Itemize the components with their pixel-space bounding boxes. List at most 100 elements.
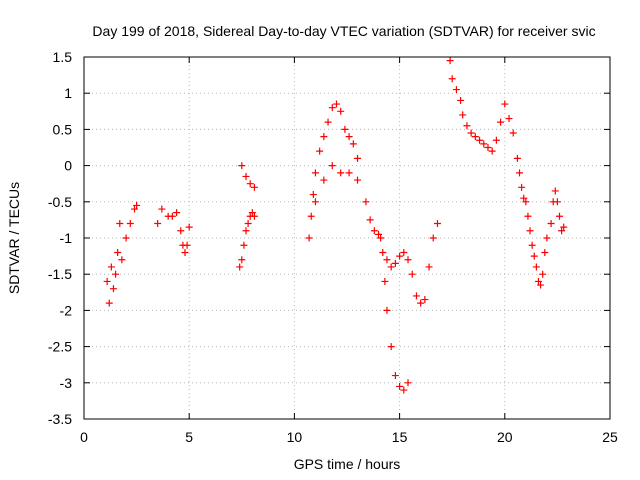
data-point [118, 256, 126, 264]
data-point [543, 234, 551, 242]
data-point [185, 223, 193, 231]
data-point [103, 277, 111, 285]
x-tick-labels: 0 5 10 15 20 25 [80, 429, 618, 445]
data-point [250, 212, 258, 220]
data-point [400, 248, 408, 256]
data-point [173, 209, 181, 217]
data-point [404, 379, 412, 387]
data-point [236, 263, 244, 271]
x-tick-label: 20 [497, 429, 513, 445]
data-point [553, 198, 561, 206]
data-point [311, 169, 319, 177]
data-point [238, 162, 246, 170]
data-point [505, 115, 513, 123]
data-point [383, 256, 391, 264]
data-point [248, 209, 256, 217]
data-point [530, 252, 538, 260]
data-point [320, 133, 328, 141]
data-point [332, 100, 340, 108]
data-point [467, 129, 475, 137]
y-tick-label: 1 [64, 85, 72, 101]
data-point [421, 296, 429, 304]
data-point [324, 118, 332, 126]
y-tick-label: 0.5 [53, 121, 73, 137]
data-point [484, 144, 492, 151]
data-point [509, 129, 517, 137]
data-point [130, 205, 138, 213]
data-point [446, 57, 454, 65]
data-point [183, 241, 191, 249]
data-point [396, 252, 404, 260]
data-point [366, 216, 374, 224]
data-point [537, 281, 545, 289]
data-point [551, 187, 559, 195]
data-point [114, 248, 122, 256]
data-point [244, 220, 252, 228]
data-point [133, 201, 141, 209]
data-point [362, 198, 370, 206]
x-tick-label: 0 [80, 429, 88, 445]
data-point [541, 248, 549, 256]
data-point [122, 234, 130, 242]
data-point [305, 234, 313, 242]
data-point [337, 169, 345, 177]
y-tick-labels: -3.5 -3 -2.5 -2 -1.5 -1 -0.5 0 0.5 1 1.5 [48, 49, 72, 427]
y-tick-label: -3.5 [48, 411, 72, 427]
y-tick-label: 1.5 [53, 49, 73, 65]
data-point [328, 104, 336, 112]
y-tick-label: -2.5 [48, 339, 72, 355]
data-point [246, 180, 254, 188]
data-point [476, 136, 484, 144]
data-point [404, 256, 412, 264]
data-point [238, 256, 246, 264]
data-point [448, 75, 456, 83]
data-point [379, 248, 387, 256]
data-point [107, 263, 115, 271]
data-point [513, 154, 521, 162]
data-point [516, 169, 524, 177]
data-point [547, 220, 555, 228]
data-point [524, 212, 532, 220]
data-point [488, 147, 496, 155]
data-point [534, 277, 542, 285]
data-point [370, 227, 378, 235]
data-point [532, 263, 540, 271]
y-tick-label: 0 [64, 158, 72, 174]
data-point [307, 212, 315, 220]
data-point [240, 241, 248, 249]
data-point [425, 263, 433, 271]
data-point [387, 343, 395, 351]
data-point [383, 306, 391, 314]
x-tick-label: 15 [392, 429, 408, 445]
data-point [497, 118, 505, 126]
x-axis-label: GPS time / hours [294, 456, 401, 472]
y-tick-label: -3 [60, 375, 73, 391]
data-point [109, 285, 117, 293]
data-point [492, 136, 500, 144]
data-point [377, 234, 385, 242]
data-point [320, 176, 328, 184]
y-tick-label: -0.5 [48, 194, 72, 210]
data-point [433, 220, 441, 228]
data-point [417, 299, 425, 307]
data-point [558, 227, 566, 235]
data-point [539, 270, 547, 278]
data-point [309, 191, 317, 199]
data-point [328, 162, 336, 170]
data-point [408, 270, 416, 278]
data-point [501, 100, 509, 108]
data-point [158, 205, 166, 213]
data-point [354, 154, 362, 162]
data-point [126, 220, 134, 228]
data-points [103, 57, 568, 394]
data-point [459, 111, 467, 119]
data-point [526, 227, 534, 235]
data-point [349, 140, 357, 148]
grid-lines [84, 57, 610, 419]
y-tick-label: -1 [60, 230, 73, 246]
data-point [381, 277, 389, 285]
data-point [528, 241, 536, 249]
data-point [396, 382, 404, 390]
data-point [154, 220, 162, 228]
